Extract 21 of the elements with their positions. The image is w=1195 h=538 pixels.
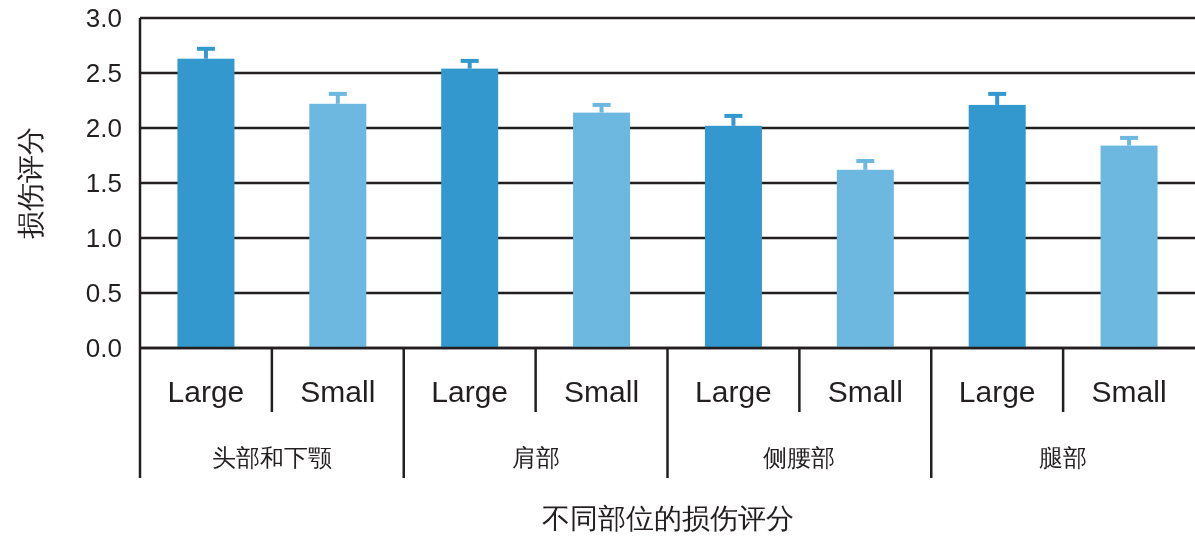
series-label: Large: [695, 375, 772, 408]
y-tick-label: 0.5: [85, 278, 122, 308]
x-tick-label: 侧腰部: [763, 444, 836, 471]
x-tick-label: 肩部: [511, 444, 560, 471]
x-axis-title: 不同部位的损伤评分: [541, 503, 794, 534]
x-tick-label: 腿部: [1039, 444, 1088, 471]
series-label: Small: [300, 375, 376, 408]
y-tick-label: 1.0: [85, 223, 122, 253]
y-tick-label: 3.0: [85, 3, 122, 33]
y-tick-label: 0.0: [85, 333, 122, 363]
text: Large: [958, 375, 1036, 408]
y-tick-label: 1.5: [85, 168, 122, 198]
text: Small: [827, 375, 903, 408]
text: Large: [167, 375, 245, 408]
y-axis-title: 损伤评分: [15, 127, 46, 239]
y-tick-label: 2.5: [85, 58, 122, 88]
text: Small: [1091, 375, 1167, 408]
text: Large: [431, 375, 509, 408]
text: Small: [564, 375, 640, 408]
y-tick-label: 2.0: [85, 113, 122, 143]
x-tick-label: 头部和下颚: [211, 444, 332, 471]
